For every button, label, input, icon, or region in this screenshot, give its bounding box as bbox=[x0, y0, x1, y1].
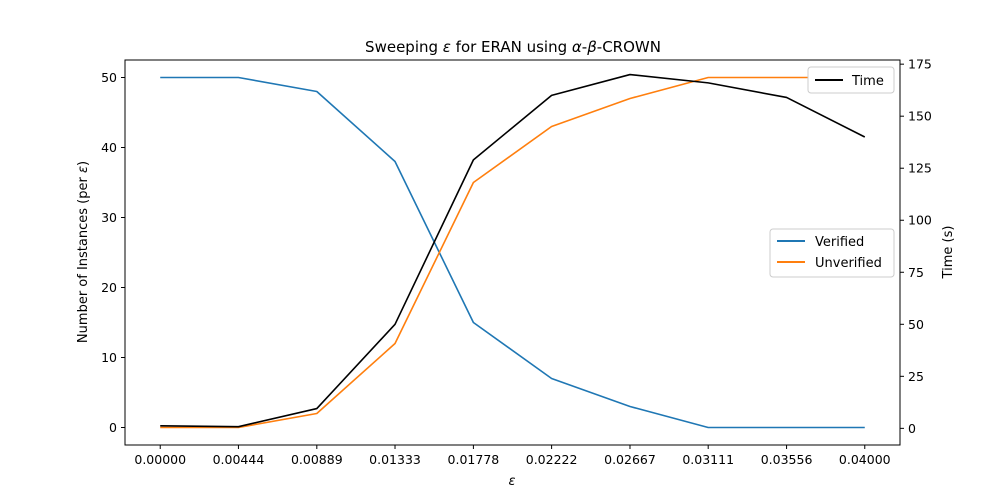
y-left-tick-label: 40 bbox=[101, 140, 117, 155]
y-left-tick-label: 10 bbox=[101, 350, 117, 365]
x-tick-label: 0.04000 bbox=[839, 452, 891, 467]
y-left-tick-label: 0 bbox=[109, 420, 117, 435]
y-right-tick-label: 150 bbox=[908, 109, 932, 124]
y-left-tick-label: 50 bbox=[101, 70, 117, 85]
tick-layer: 0.00000 0.00444 0.00889 0.01333 0.01778 0.022… bbox=[101, 57, 932, 467]
legend-unverified-label: Unverified bbox=[815, 256, 882, 271]
plot-frame bbox=[124, 59, 901, 446]
y-axis-right-title: Time (s) bbox=[941, 226, 956, 280]
y-right-tick-label: 125 bbox=[908, 161, 932, 176]
y-right-tick-label: 25 bbox=[908, 369, 924, 384]
legend-verified-label: Verified bbox=[815, 235, 864, 250]
x-tick-label: 0.02222 bbox=[526, 452, 578, 467]
legend-instances: Verified Unverified bbox=[769, 228, 895, 278]
x-tick-label: 0.00444 bbox=[213, 452, 265, 467]
x-axis-title: ε bbox=[508, 474, 515, 489]
legend-time: Time bbox=[807, 66, 895, 94]
legend-time-label: Time bbox=[851, 74, 884, 89]
y-right-tick-label: 50 bbox=[908, 317, 924, 332]
y-right-tick-label: 100 bbox=[908, 213, 932, 228]
x-tick-label: 0.03556 bbox=[761, 452, 813, 467]
x-tick-label: 0.00889 bbox=[291, 452, 343, 467]
series-line-time bbox=[160, 73, 866, 428]
y-left-tick-label: 30 bbox=[101, 210, 117, 225]
chart-title: Sweeping ε for ERAN using α-β-CROWN bbox=[365, 38, 661, 56]
x-tick-label: 0.01778 bbox=[448, 452, 500, 467]
x-tick-label: 0.00000 bbox=[134, 452, 186, 467]
series-layer bbox=[160, 73, 866, 429]
series-line-unverified bbox=[160, 76, 865, 429]
legend-time-box bbox=[807, 66, 895, 94]
y-right-tick-label: 175 bbox=[908, 57, 932, 72]
x-tick-label: 0.03111 bbox=[682, 452, 734, 467]
series-line-verified bbox=[160, 76, 865, 429]
y-axis-left-title: Number of Instances (per ε) bbox=[76, 161, 91, 343]
y-right-tick-label: 0 bbox=[908, 421, 916, 436]
y-left-tick-label: 20 bbox=[101, 280, 117, 295]
x-tick-label: 0.02667 bbox=[604, 452, 656, 467]
y-right-tick-label: 75 bbox=[908, 265, 924, 280]
x-tick-label: 0.01333 bbox=[369, 452, 421, 467]
